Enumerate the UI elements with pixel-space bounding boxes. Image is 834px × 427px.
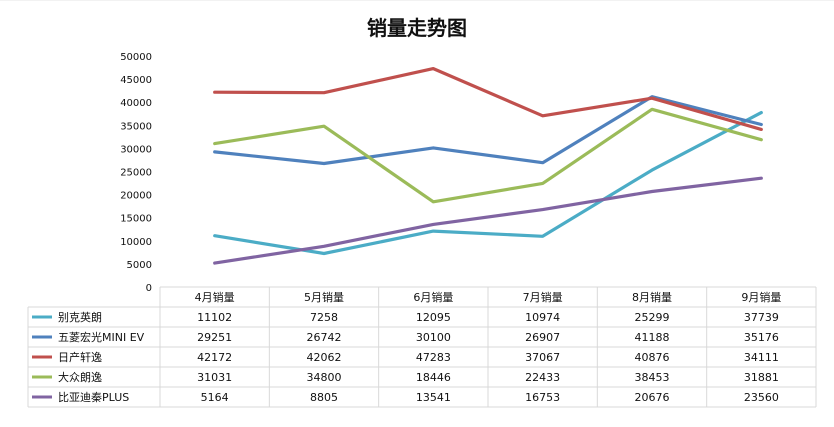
data-value-label: 25299 — [635, 311, 670, 324]
data-value-label: 31881 — [744, 371, 779, 384]
series-name-label: 五菱宏光MINI EV — [58, 330, 145, 344]
data-value-label: 31031 — [197, 371, 232, 384]
data-value-label: 47283 — [416, 351, 451, 364]
x-category-label: 6月销量 — [413, 290, 453, 304]
series-name-label: 别克英朗 — [58, 310, 102, 324]
data-value-label: 34800 — [307, 371, 342, 384]
data-value-label: 29251 — [197, 331, 232, 344]
y-tick-label: 40000 — [120, 98, 152, 109]
y-tick-label: 45000 — [120, 75, 152, 86]
data-value-label: 26742 — [307, 331, 342, 344]
data-value-label: 23560 — [744, 391, 779, 404]
x-category-label: 7月销量 — [523, 290, 563, 304]
y-tick-label: 35000 — [120, 121, 152, 132]
series-line — [213, 66, 763, 131]
data-value-label: 18446 — [416, 371, 451, 384]
data-value-label: 8805 — [310, 391, 338, 404]
data-value-label: 37067 — [525, 351, 560, 364]
data-value-label: 42172 — [197, 351, 232, 364]
data-value-label: 30100 — [416, 331, 451, 344]
data-value-label: 5164 — [201, 391, 229, 404]
series-name-label: 比亚迪秦PLUS — [58, 390, 129, 404]
y-tick-label: 20000 — [120, 191, 152, 202]
x-category-label: 4月销量 — [195, 290, 235, 304]
data-value-label: 11102 — [197, 311, 232, 324]
x-category-label: 8月销量 — [632, 290, 672, 304]
y-tick-label: 30000 — [120, 144, 152, 155]
x-category-label: 9月销量 — [741, 290, 781, 304]
data-value-label: 42062 — [307, 351, 342, 364]
y-tick-label: 25000 — [120, 168, 152, 179]
series-name-label: 大众朗逸 — [58, 370, 102, 384]
data-value-label: 10974 — [525, 311, 560, 324]
data-value-label: 40876 — [635, 351, 670, 364]
series-line — [213, 176, 763, 265]
x-category-label: 5月销量 — [304, 290, 344, 304]
series-name-label: 日产轩逸 — [58, 350, 102, 364]
data-value-label: 34111 — [744, 351, 779, 364]
data-value-label: 37739 — [744, 311, 779, 324]
data-value-label: 26907 — [525, 331, 560, 344]
data-value-label: 38453 — [635, 371, 670, 384]
y-tick-label: 10000 — [120, 237, 152, 248]
data-value-label: 22433 — [525, 371, 560, 384]
y-tick-label: 5000 — [127, 260, 152, 271]
data-value-label: 20676 — [635, 391, 670, 404]
data-value-label: 41188 — [635, 331, 670, 344]
y-tick-label: 50000 — [120, 52, 152, 63]
y-tick-label: 0 — [146, 283, 152, 294]
series-line — [213, 95, 763, 166]
series-line — [213, 110, 763, 256]
chart-title: 销量走势图 — [367, 16, 467, 40]
data-value-label: 12095 — [416, 311, 451, 324]
data-value-label: 16753 — [525, 391, 560, 404]
data-value-label: 13541 — [416, 391, 451, 404]
data-value-label: 7258 — [310, 311, 338, 324]
series-line — [213, 107, 763, 204]
data-value-label: 35176 — [744, 331, 779, 344]
y-tick-label: 15000 — [120, 214, 152, 225]
